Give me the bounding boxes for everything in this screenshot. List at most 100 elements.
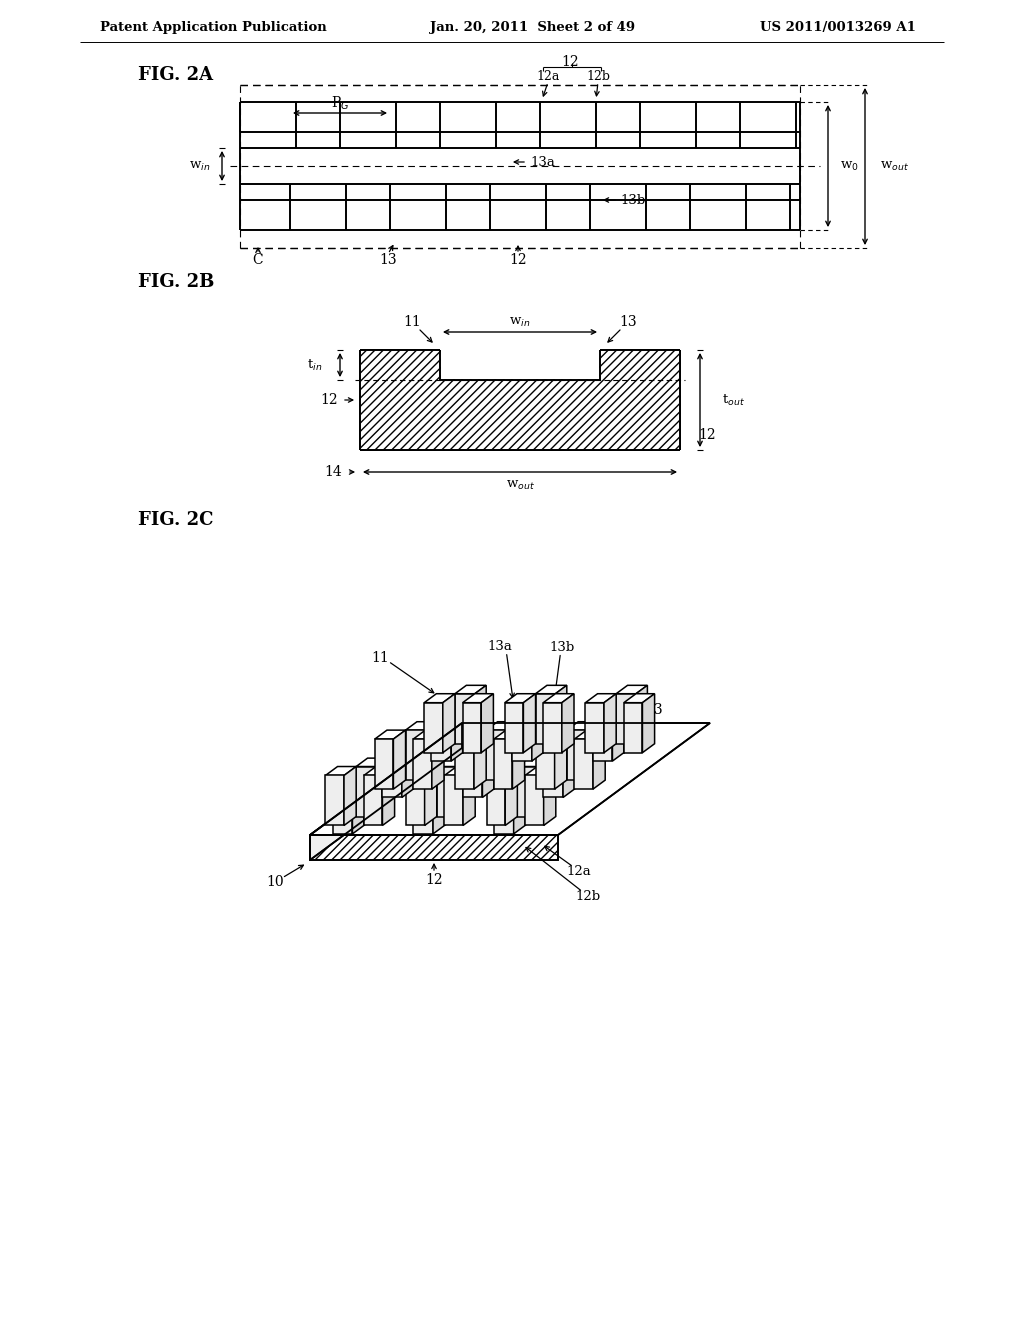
Polygon shape [414, 775, 444, 784]
Polygon shape [442, 694, 475, 702]
Polygon shape [566, 730, 587, 780]
Polygon shape [612, 702, 624, 762]
Text: 12b: 12b [575, 891, 600, 903]
Polygon shape [624, 694, 636, 752]
Polygon shape [393, 730, 406, 789]
Polygon shape [566, 722, 598, 730]
Polygon shape [406, 722, 437, 730]
Polygon shape [401, 739, 414, 797]
Polygon shape [310, 836, 558, 861]
Polygon shape [616, 694, 636, 743]
Polygon shape [523, 694, 555, 702]
Polygon shape [486, 722, 517, 730]
Polygon shape [433, 775, 444, 834]
Polygon shape [344, 767, 376, 775]
Text: FIG. 2C: FIG. 2C [138, 511, 213, 529]
Polygon shape [406, 730, 425, 780]
Polygon shape [444, 775, 463, 825]
Polygon shape [536, 739, 555, 789]
Polygon shape [444, 767, 475, 775]
Polygon shape [494, 739, 512, 789]
Polygon shape [414, 739, 432, 789]
Text: 12a: 12a [537, 70, 560, 82]
Text: 12: 12 [321, 393, 338, 407]
Polygon shape [333, 775, 364, 784]
Polygon shape [536, 685, 567, 694]
Polygon shape [333, 784, 352, 834]
Polygon shape [636, 685, 647, 743]
Text: 12a: 12a [566, 866, 591, 878]
Polygon shape [425, 767, 457, 775]
Polygon shape [382, 739, 414, 747]
Polygon shape [587, 722, 598, 780]
Polygon shape [593, 711, 612, 762]
Polygon shape [393, 739, 414, 789]
Polygon shape [452, 702, 463, 762]
Polygon shape [356, 758, 387, 767]
Text: w$_0$: w$_0$ [840, 160, 859, 173]
Polygon shape [517, 767, 538, 817]
Polygon shape [444, 767, 457, 825]
Text: FIG. 2B: FIG. 2B [138, 273, 214, 290]
Polygon shape [432, 730, 444, 789]
Polygon shape [574, 730, 587, 789]
Polygon shape [442, 702, 463, 752]
Polygon shape [642, 694, 654, 752]
Polygon shape [425, 775, 444, 825]
Polygon shape [352, 775, 364, 834]
Text: t$_{out}$: t$_{out}$ [722, 392, 744, 408]
Text: FIG. 2A: FIG. 2A [138, 66, 213, 84]
Polygon shape [455, 694, 475, 743]
Polygon shape [536, 694, 555, 743]
Polygon shape [517, 758, 549, 767]
Polygon shape [555, 730, 587, 739]
Text: w$_{in}$: w$_{in}$ [509, 315, 530, 329]
Polygon shape [555, 739, 574, 789]
Polygon shape [364, 767, 394, 775]
Polygon shape [463, 694, 494, 702]
Polygon shape [431, 702, 463, 711]
Polygon shape [344, 767, 356, 825]
Polygon shape [586, 702, 604, 752]
Polygon shape [463, 694, 475, 752]
Polygon shape [512, 702, 544, 711]
Polygon shape [455, 685, 486, 694]
Polygon shape [525, 767, 538, 825]
Polygon shape [310, 723, 462, 861]
Polygon shape [505, 767, 538, 775]
Polygon shape [364, 767, 376, 825]
Polygon shape [481, 694, 494, 752]
Polygon shape [616, 685, 647, 694]
Polygon shape [424, 702, 442, 752]
Polygon shape [463, 767, 475, 825]
Polygon shape [406, 767, 437, 775]
Polygon shape [544, 702, 562, 752]
Text: 11: 11 [372, 651, 389, 665]
Polygon shape [406, 775, 425, 825]
Text: 13: 13 [645, 702, 663, 717]
Text: 13a: 13a [487, 640, 513, 653]
Polygon shape [544, 767, 556, 825]
Polygon shape [326, 775, 344, 825]
Text: Patent Application Publication: Patent Application Publication [100, 21, 327, 34]
Polygon shape [574, 730, 605, 739]
Polygon shape [437, 758, 468, 767]
Polygon shape [393, 730, 425, 739]
Polygon shape [494, 730, 524, 739]
Text: w$_{out}$: w$_{out}$ [880, 160, 909, 173]
Polygon shape [505, 767, 517, 825]
Text: P$_G$: P$_G$ [331, 94, 349, 112]
Polygon shape [512, 730, 524, 789]
Polygon shape [356, 767, 376, 817]
Polygon shape [424, 694, 455, 702]
Polygon shape [474, 730, 486, 789]
Polygon shape [310, 723, 710, 836]
Polygon shape [382, 747, 401, 797]
Polygon shape [555, 730, 566, 789]
Text: 12: 12 [425, 873, 442, 887]
Polygon shape [375, 739, 393, 789]
Polygon shape [523, 694, 536, 752]
Polygon shape [523, 702, 544, 752]
Polygon shape [574, 739, 593, 789]
Bar [441, 350, 599, 379]
